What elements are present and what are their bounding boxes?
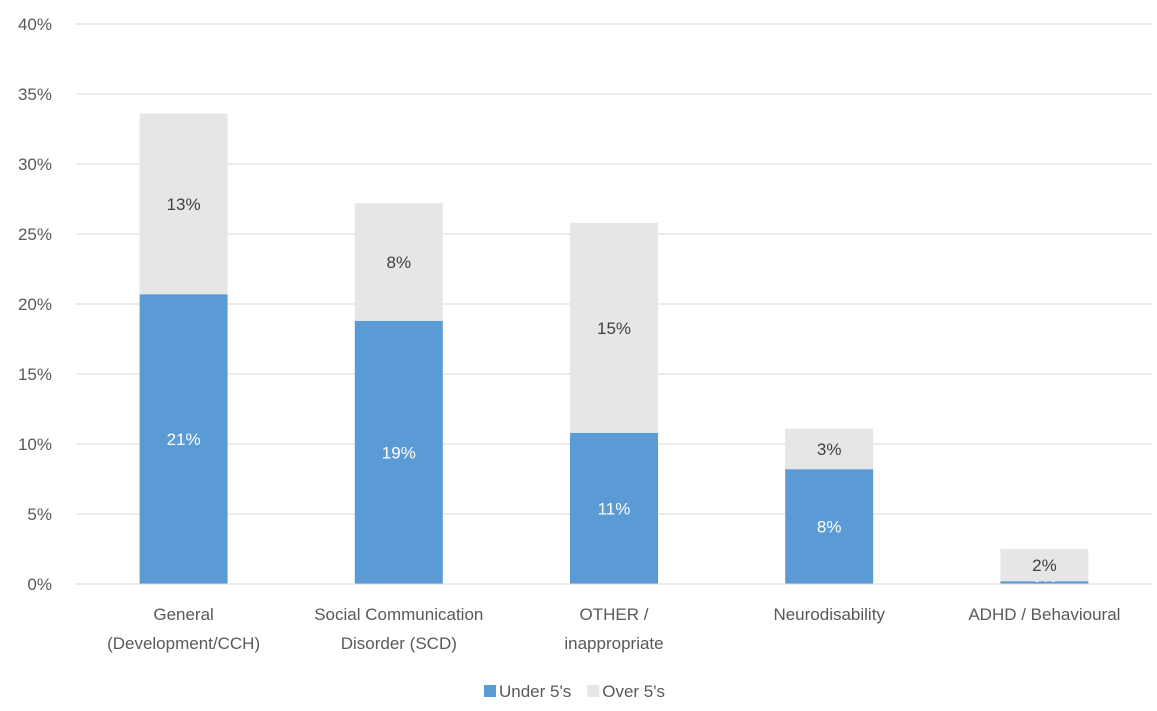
x-category-label: Disorder (SCD) — [341, 634, 457, 653]
y-tick-label: 25% — [18, 225, 52, 244]
y-tick-label: 20% — [18, 295, 52, 314]
data-label: 15% — [597, 319, 631, 338]
data-label: 2% — [1032, 556, 1057, 575]
bar-segment-under-5s — [139, 294, 228, 584]
bar-segment-over-5s — [139, 113, 228, 295]
bar-segment-over-5s — [570, 222, 658, 433]
y-tick-label: 0% — [27, 575, 52, 594]
bar-segment-under-5s — [1000, 581, 1089, 584]
y-tick-label: 30% — [18, 155, 52, 174]
data-label: 8% — [817, 518, 842, 537]
x-category-label: inappropriate — [564, 634, 663, 653]
legend-swatch — [484, 685, 496, 697]
data-label: 8% — [387, 253, 412, 272]
legend-swatch — [587, 685, 600, 697]
legend-label: Under 5's — [499, 682, 571, 701]
y-tick-label: 10% — [18, 435, 52, 454]
x-category-label: Social Communication — [314, 605, 483, 624]
bar-segment-under-5s — [570, 432, 658, 584]
x-category-label: General — [153, 605, 213, 624]
data-label: 11% — [598, 499, 631, 518]
y-tick-label: 40% — [18, 15, 52, 34]
data-label: 21% — [167, 430, 201, 449]
x-category-label: (Development/CCH) — [107, 634, 260, 653]
data-label: 3% — [817, 440, 842, 459]
data-label: 13% — [167, 195, 201, 214]
data-label: 19% — [382, 443, 416, 462]
bar-segment-under-5s — [785, 469, 874, 584]
y-tick-label: 15% — [18, 365, 52, 384]
y-tick-label: 5% — [27, 505, 52, 524]
x-category-label: ADHD / Behavioural — [968, 605, 1120, 624]
legend-label: Over 5's — [602, 682, 665, 701]
bar-segment-over-5s — [354, 203, 443, 321]
bar-segment-over-5s — [1000, 549, 1089, 582]
bar-segment-under-5s — [354, 320, 443, 584]
x-category-label: OTHER / — [580, 605, 649, 624]
y-tick-label: 35% — [18, 85, 52, 104]
x-category-label: Neurodisability — [773, 605, 885, 624]
bar-segment-over-5s — [785, 428, 874, 470]
